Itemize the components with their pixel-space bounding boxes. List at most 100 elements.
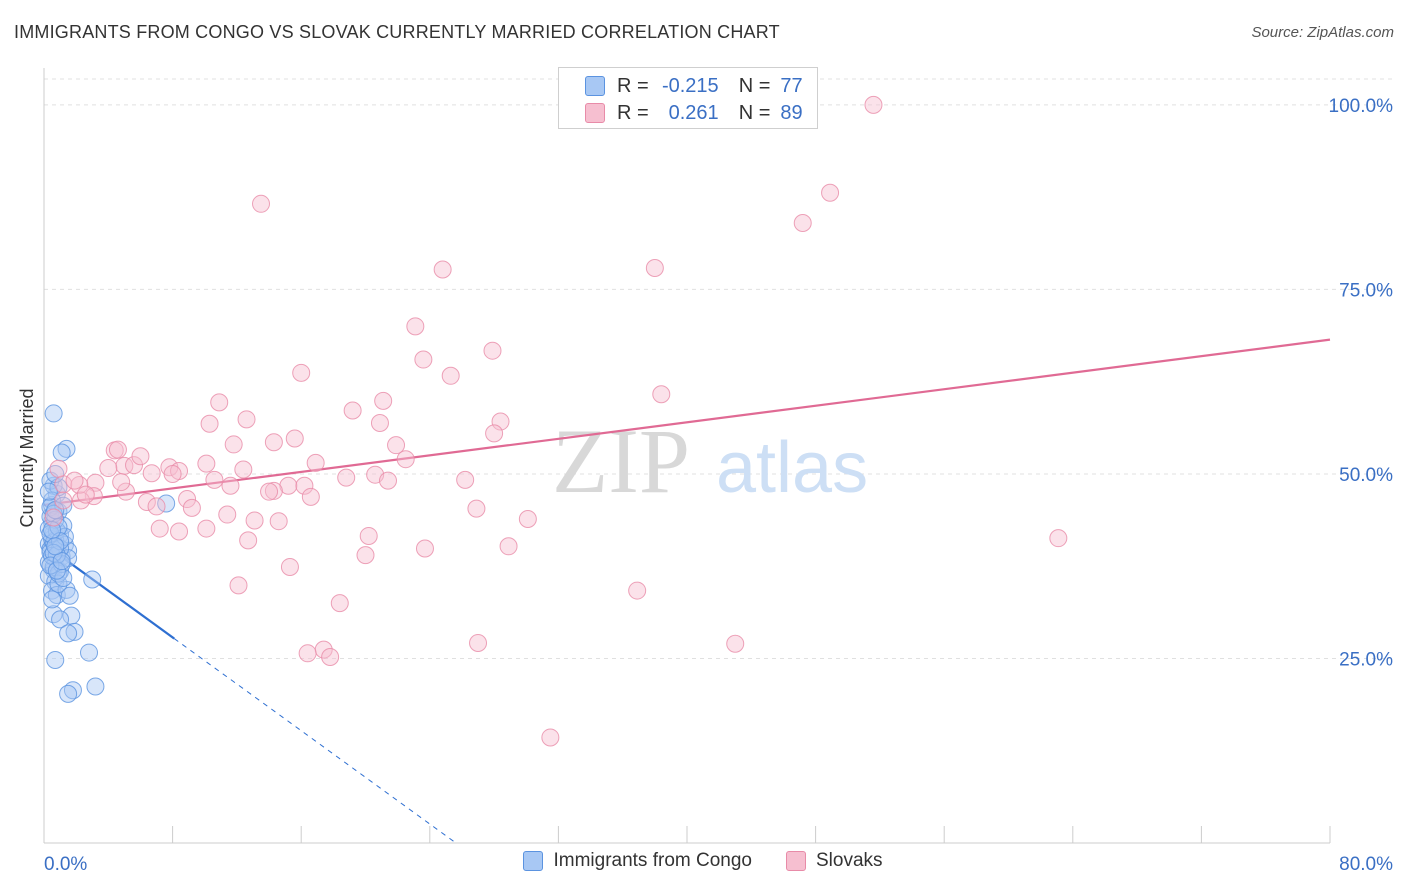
- slovak-point: [285, 429, 304, 448]
- slovak-point: [541, 728, 560, 747]
- x-tick-label-max: 80.0%: [1339, 854, 1393, 875]
- y-tick-label: 25.0%: [1339, 649, 1393, 670]
- slovak-point: [49, 459, 68, 478]
- correlation-row-slovak: R = 0.261 N = 89: [585, 100, 803, 126]
- congo-point: [44, 404, 63, 423]
- r-label: R =: [617, 101, 649, 124]
- slovak-point: [396, 450, 415, 469]
- slovak-point: [264, 433, 283, 452]
- slovak-point: [224, 435, 243, 454]
- slovak-point: [491, 412, 510, 431]
- slovak-point: [205, 470, 224, 489]
- congo-swatch: [585, 76, 605, 96]
- congo-point: [47, 546, 66, 565]
- slovak-point: [210, 393, 229, 412]
- n-value: 77: [780, 74, 803, 97]
- slovak-point: [726, 634, 745, 653]
- r-value: 0.261: [668, 101, 719, 124]
- slovak-point: [54, 491, 73, 510]
- slovak-point: [295, 476, 314, 495]
- axis-layer: [43, 68, 1331, 844]
- watermark-zip: ZIP: [552, 410, 690, 512]
- slovak-point: [112, 473, 131, 492]
- slovak-point: [86, 473, 105, 492]
- slovak-point: [108, 440, 127, 459]
- n-label: N =: [738, 74, 771, 97]
- congo-point: [60, 586, 79, 605]
- slovak-point: [150, 519, 169, 538]
- slovak-point: [280, 557, 299, 576]
- slovak-point: [370, 414, 389, 433]
- y-tick-label: 50.0%: [1339, 465, 1393, 486]
- slovak-point: [260, 482, 279, 501]
- slovak-point: [374, 391, 393, 410]
- slovak-point: [245, 511, 264, 530]
- slovak-point: [71, 491, 90, 510]
- legend-label-slovak: Slovaks: [815, 850, 883, 871]
- watermark: ZIP atlas: [552, 410, 868, 512]
- slovak-point: [321, 648, 340, 666]
- slovak-point: [142, 464, 161, 483]
- legend-item-congo[interactable]: Immigrants from Congo: [523, 850, 752, 872]
- y-axis-label: Currently Married: [17, 388, 37, 527]
- slovak-point: [518, 509, 537, 528]
- slovak-point: [1049, 529, 1068, 548]
- slovak-point: [306, 453, 325, 472]
- congo-point: [47, 561, 66, 580]
- slovak-point: [264, 481, 283, 500]
- label-layer: 25.0% 50.0% 75.0% 100.0% 0.0% 80.0%: [44, 96, 1393, 875]
- n-value: 89: [780, 101, 803, 124]
- slovak-point: [269, 512, 288, 531]
- series-legend: Immigrants from Congo Slovaks: [0, 850, 1406, 872]
- slovak-point: [76, 485, 95, 504]
- y-tick-label: 100.0%: [1329, 96, 1394, 117]
- congo-point: [52, 443, 71, 462]
- slovak-point: [178, 490, 197, 509]
- slovak-point: [415, 539, 434, 558]
- slovak-point: [441, 366, 460, 385]
- n-label: N =: [738, 101, 771, 124]
- slovak-point: [229, 576, 248, 595]
- slovak-point: [387, 436, 406, 455]
- legend-label-congo: Immigrants from Congo: [553, 850, 752, 871]
- slovak-point: [499, 537, 518, 556]
- slovak-point: [485, 424, 504, 443]
- slovak-point: [279, 476, 298, 495]
- congo-legend-swatch: [523, 851, 544, 871]
- slovak-point: [125, 456, 144, 475]
- slovak-point: [218, 505, 237, 524]
- congo-point: [46, 537, 65, 556]
- congo-trend-extension: [173, 638, 456, 844]
- slovak-point: [237, 410, 256, 429]
- congo-point: [59, 624, 78, 643]
- chart-title: IMMIGRANTS FROM CONGO VS SLOVAK CURRENTL…: [14, 22, 780, 42]
- slovak-point: [821, 183, 840, 202]
- slovak-point: [137, 493, 156, 511]
- grid-layer: [44, 78, 1392, 659]
- slovak-point: [292, 363, 311, 382]
- slovak-point: [379, 471, 398, 490]
- slovak-point: [147, 497, 166, 516]
- slovak-point: [65, 471, 84, 490]
- slovak-point: [652, 385, 671, 404]
- slovak-point: [234, 460, 253, 479]
- congo-point: [83, 570, 102, 589]
- congo-point: [57, 439, 76, 458]
- trend-layer: [43, 338, 1331, 844]
- slovak-point: [99, 459, 118, 478]
- slovak-point: [469, 633, 488, 652]
- point-layer: [39, 95, 1068, 747]
- watermark-atlas: atlas: [716, 428, 868, 508]
- congo-point: [51, 610, 70, 629]
- slovak-point: [197, 519, 216, 538]
- slovak-point: [163, 464, 182, 483]
- slovak-point: [252, 194, 271, 213]
- slovak-point: [483, 341, 502, 360]
- legend-item-slovak[interactable]: Slovaks: [785, 850, 883, 872]
- slovak-point: [330, 594, 349, 613]
- slovak-point: [793, 214, 812, 232]
- congo-trend-line: [43, 543, 175, 640]
- slovak-point: [343, 401, 362, 420]
- slovak-point: [131, 447, 150, 466]
